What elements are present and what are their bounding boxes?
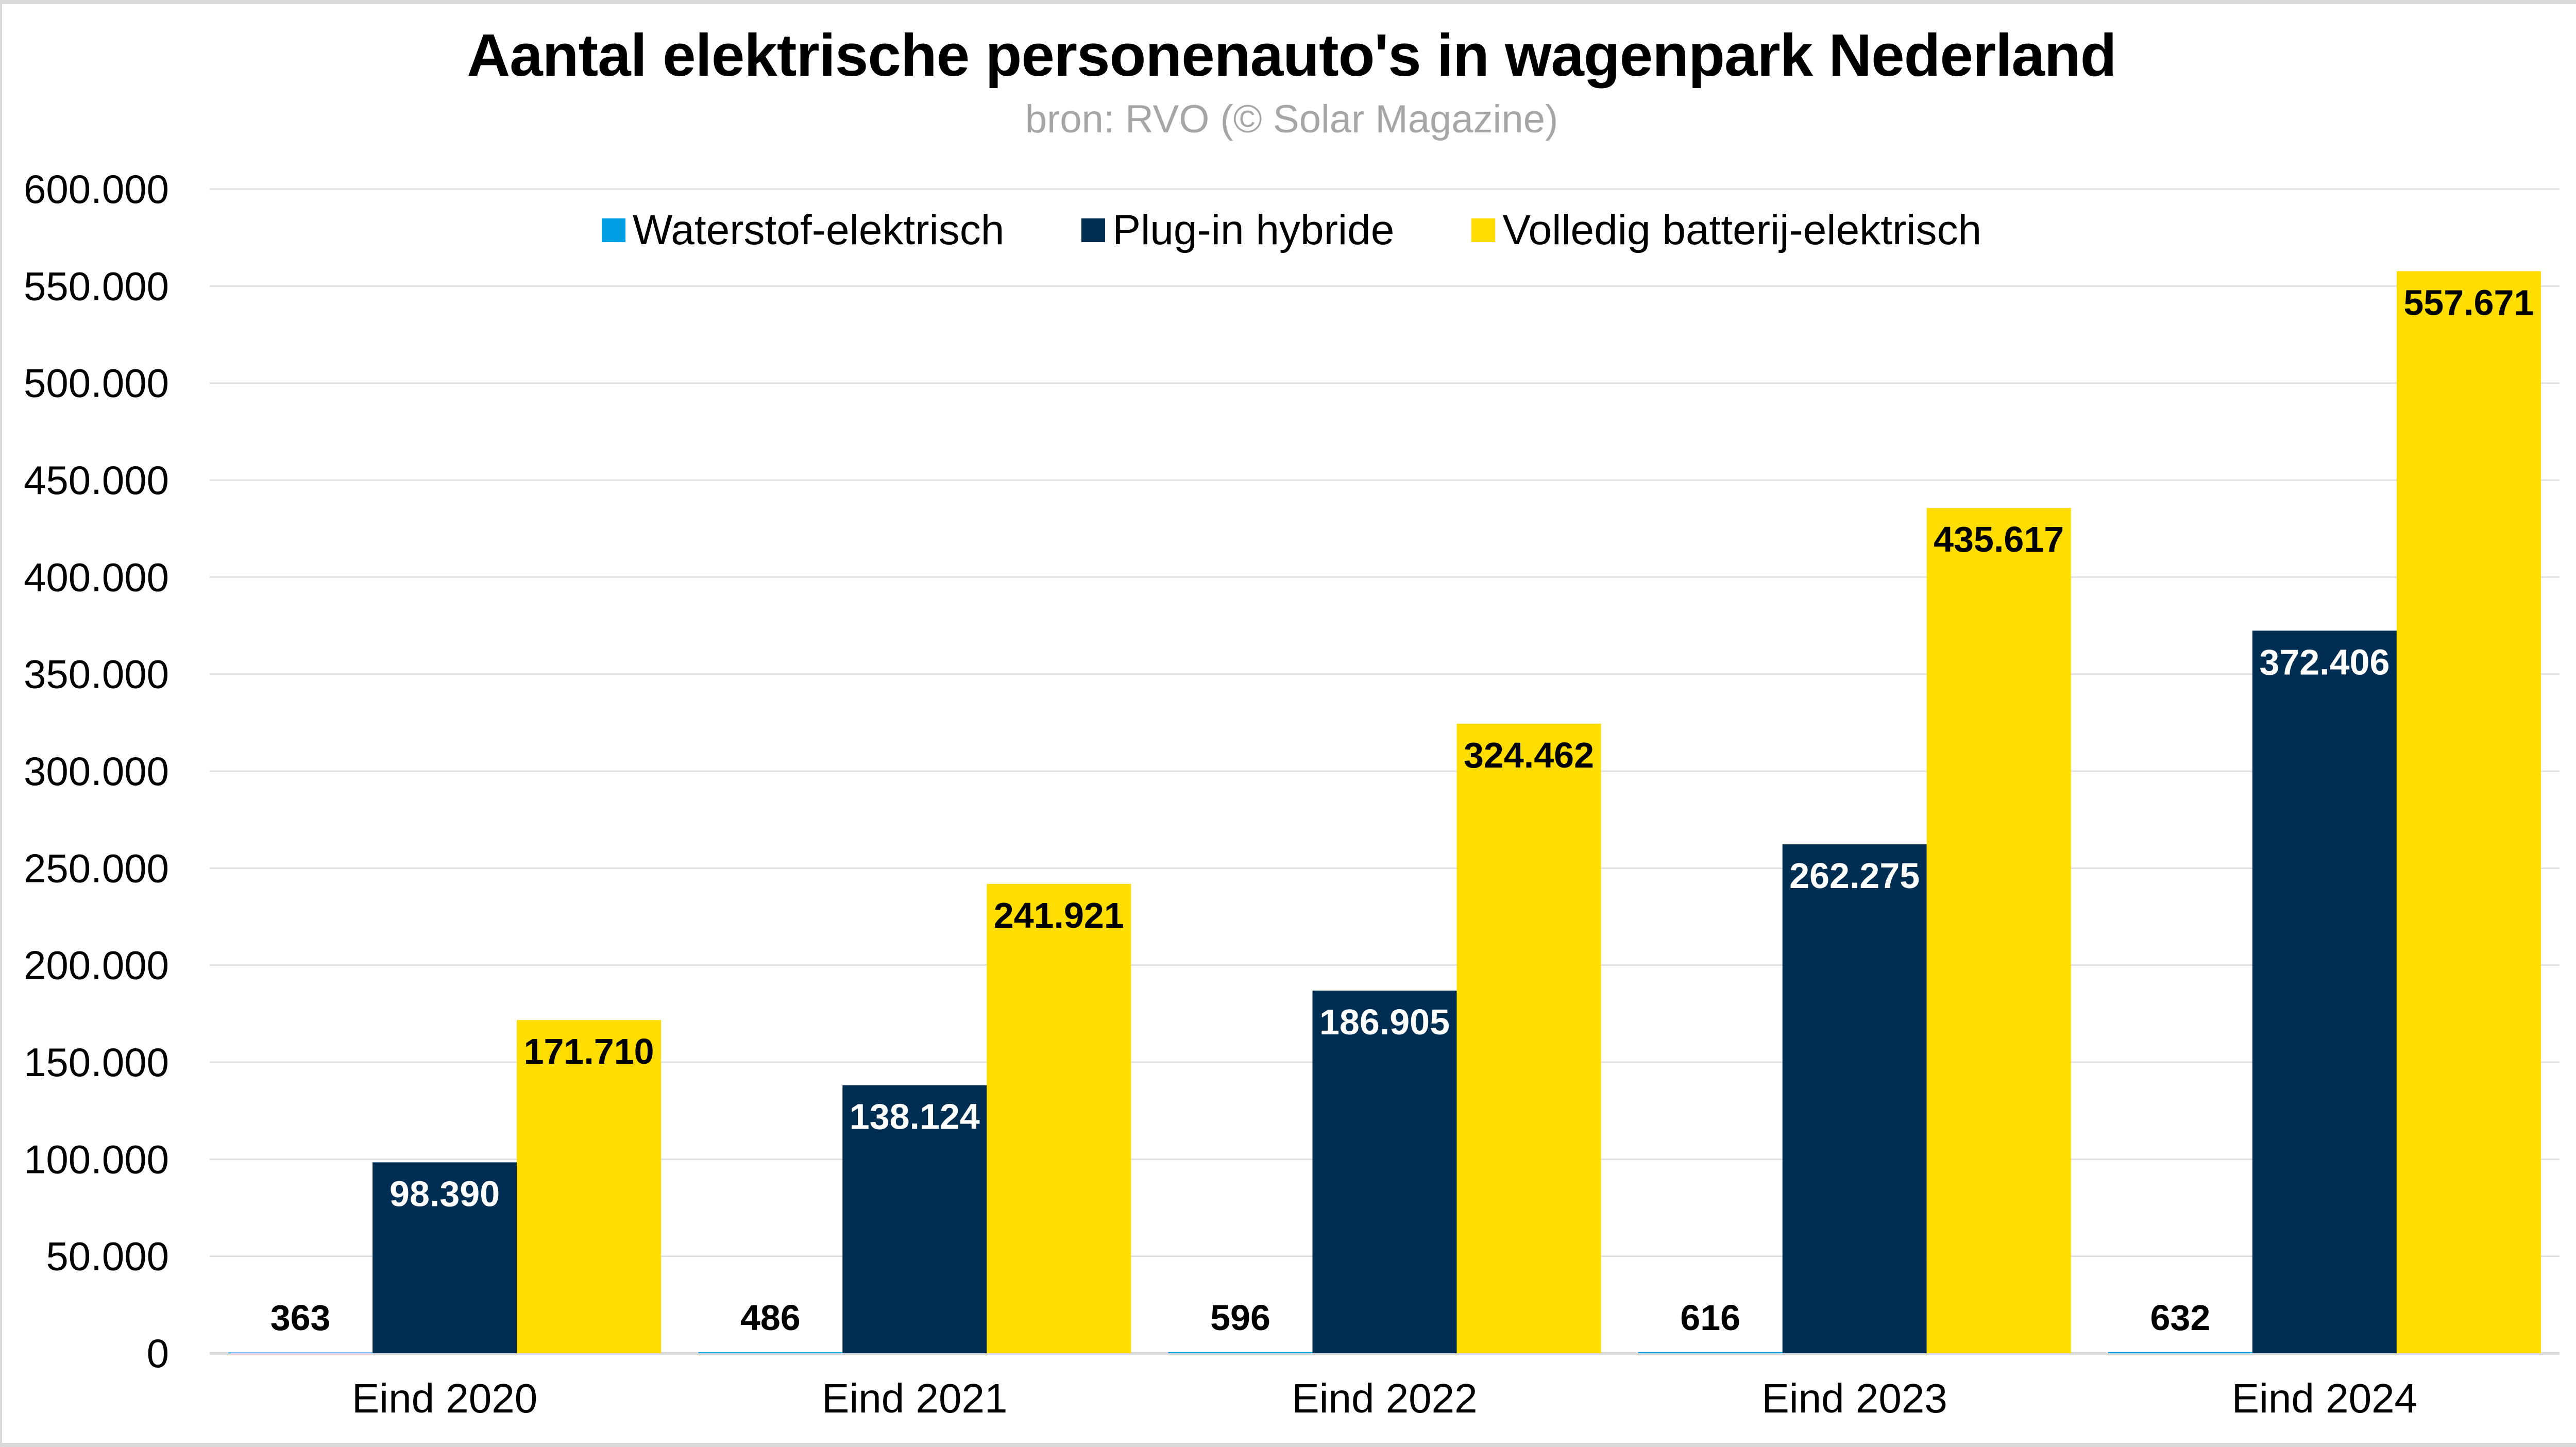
y-tick-label: 550.000 — [24, 263, 169, 309]
bar-volledig-batterij-elektrisch-3 — [1926, 508, 2071, 1353]
bar-plug-in-hybride-3 — [1782, 844, 1927, 1353]
data-label: 138.124 — [850, 1097, 980, 1137]
bar-plug-in-hybride-2 — [1312, 990, 1457, 1353]
data-label: 486 — [740, 1298, 801, 1338]
x-axis: Eind 2020 Eind 2021 Eind 2022 Eind 2023 Eind… — [352, 1375, 2417, 1421]
legend-swatch-batterij-elektrisch — [1471, 218, 1496, 242]
x-tick-label: Eind 2021 — [822, 1375, 1007, 1421]
bar-waterstof-elektrisch-2 — [1168, 1352, 1313, 1353]
data-label: 557.671 — [2403, 282, 2534, 322]
bar-plug-in-hybride-0 — [372, 1162, 517, 1353]
y-tick-label: 50.000 — [46, 1234, 169, 1279]
legend-item-plugin-hybride: Plug-in hybride — [1081, 206, 1394, 254]
data-label: 616 — [1680, 1298, 1740, 1338]
data-label: 435.617 — [1934, 519, 2064, 559]
x-tick-label: Eind 2023 — [1762, 1375, 1947, 1421]
bar-volledig-batterij-elektrisch-2 — [1456, 723, 1601, 1353]
bar-volledig-batterij-elektrisch-4 — [2396, 271, 2541, 1353]
data-label: 241.921 — [994, 895, 1124, 935]
data-label: 324.462 — [1464, 735, 1594, 775]
bar-plug-in-hybride-4 — [2252, 631, 2397, 1353]
chart-title: Aantal elektrische personenauto's in wag… — [467, 22, 2116, 89]
bar-waterstof-elektrisch-3 — [1638, 1352, 1783, 1353]
x-tick-label: Eind 2022 — [1292, 1375, 1477, 1421]
y-axis: 0 50.000 100.000 150.000 200.000 250.000 300.0… — [24, 166, 169, 1376]
bar-waterstof-elektrisch-1 — [698, 1352, 843, 1353]
y-tick-label: 500.000 — [24, 361, 169, 406]
data-label: 363 — [270, 1298, 331, 1338]
legend-item-batterij-elektrisch: Volledig batterij-elektrisch — [1471, 206, 1981, 254]
x-tick-label: Eind 2024 — [2232, 1375, 2417, 1421]
data-label: 632 — [2150, 1298, 2211, 1338]
legend: Waterstof-elektrisch Plug-in hybride Vol… — [0, 206, 2576, 254]
data-label: 171.710 — [524, 1031, 654, 1071]
data-label: 596 — [1210, 1298, 1270, 1338]
legend-swatch-plugin-hybride — [1081, 218, 1106, 242]
y-tick-label: 300.000 — [24, 748, 169, 794]
legend-label-waterstof: Waterstof-elektrisch — [632, 207, 1005, 253]
y-tick-label: 100.000 — [24, 1136, 169, 1182]
legend-swatch-waterstof — [601, 218, 625, 242]
y-tick-label: 450.000 — [24, 457, 169, 503]
y-tick-label: 250.000 — [24, 845, 169, 891]
bar-volledig-batterij-elektrisch-0 — [517, 1020, 662, 1353]
legend-label-batterij-elektrisch: Volledig batterij-elektrisch — [1502, 207, 1982, 253]
x-tick-label: Eind 2020 — [352, 1375, 537, 1421]
data-label: 98.390 — [389, 1173, 500, 1214]
data-label: 262.275 — [1789, 856, 1920, 896]
legend-item-waterstof: Waterstof-elektrisch — [601, 206, 1005, 254]
y-tick-label: 150.000 — [24, 1040, 169, 1085]
data-label: 372.406 — [2259, 642, 2389, 682]
bar-volledig-batterij-elektrisch-1 — [987, 883, 1131, 1353]
bar-waterstof-elektrisch-4 — [2108, 1352, 2252, 1353]
y-tick-label: 350.000 — [24, 652, 169, 697]
data-labels: 363 98.390 171.710 486 138.124 241.921 596 186.… — [270, 282, 2534, 1338]
y-tick-label: 0 — [147, 1331, 169, 1376]
y-tick-label: 600.000 — [24, 166, 169, 212]
y-tick-label: 400.000 — [24, 554, 169, 600]
bars — [228, 271, 2541, 1353]
legend-label-plugin-hybride: Plug-in hybride — [1112, 207, 1395, 253]
y-tick-label: 200.000 — [24, 943, 169, 988]
data-label: 186.905 — [1319, 1002, 1450, 1042]
chart-subtitle: bron: RVO (© Solar Magazine) — [1025, 97, 1558, 141]
bar-plug-in-hybride-1 — [842, 1085, 987, 1353]
